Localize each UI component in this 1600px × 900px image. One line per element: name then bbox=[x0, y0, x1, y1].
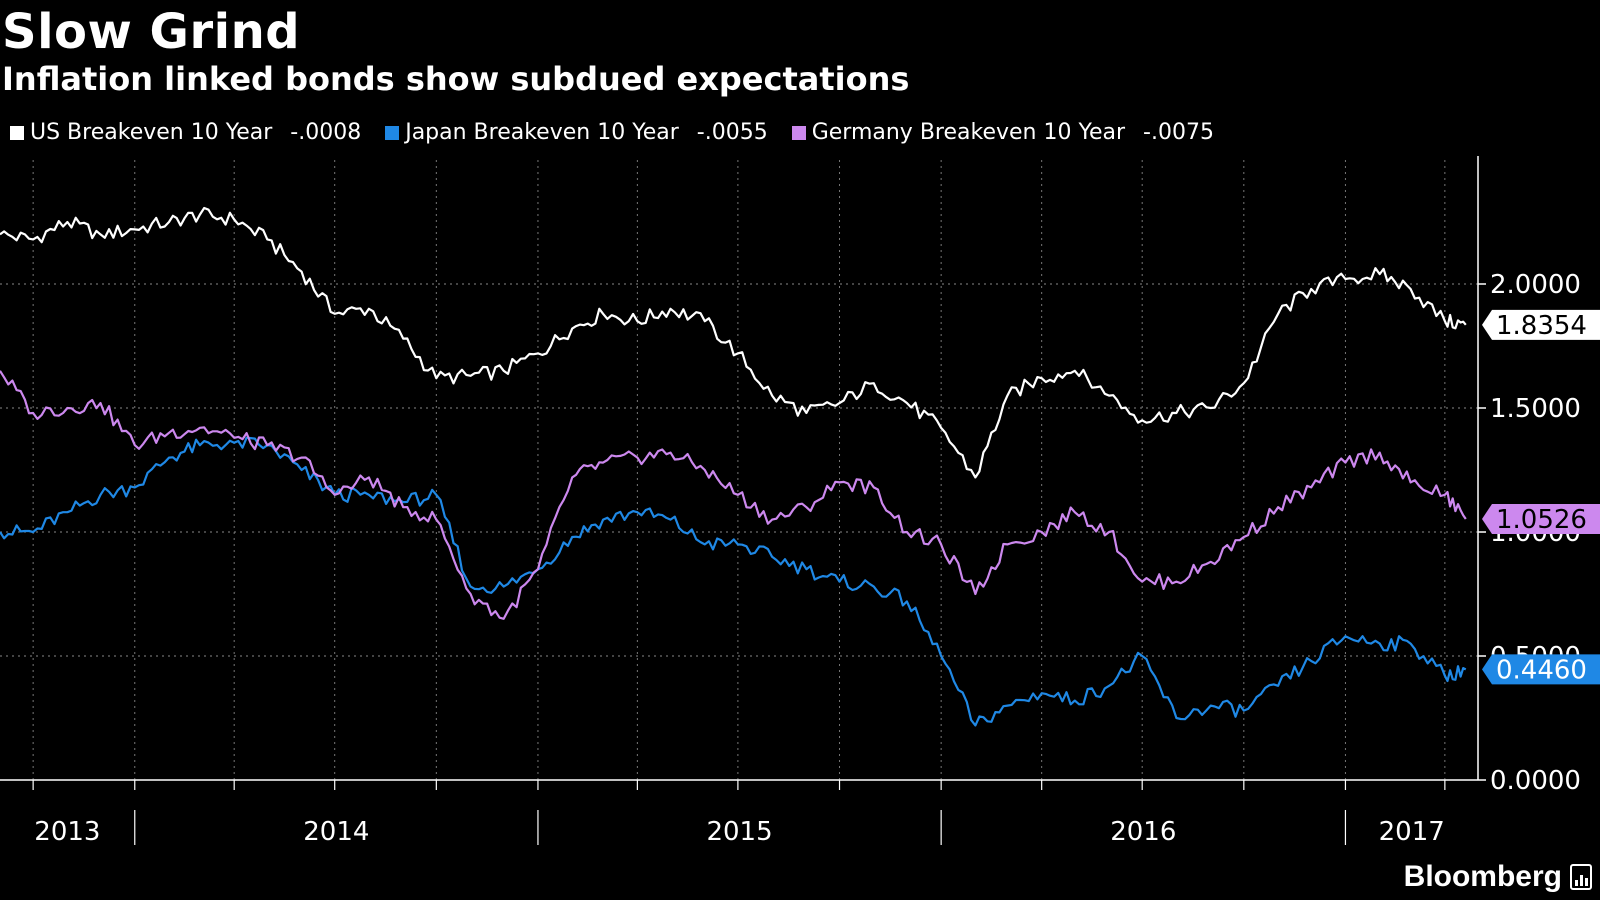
y-tick-label: 1.5000 bbox=[1490, 394, 1581, 424]
legend-swatch-us bbox=[10, 125, 24, 140]
x-tick-label: 2017 bbox=[1379, 817, 1445, 847]
legend-swatch-japan bbox=[385, 125, 400, 140]
legend-value-germany: -.0075 bbox=[1143, 120, 1214, 145]
legend-label-germany: Germany Breakeven 10 Year bbox=[811, 120, 1126, 145]
x-tick-label: 2016 bbox=[1110, 817, 1176, 847]
series-line-germany bbox=[0, 370, 1467, 620]
x-tick-label: 2015 bbox=[706, 817, 772, 847]
last-value-tag-bg bbox=[1482, 654, 1600, 685]
legend-value-us: -.0008 bbox=[290, 120, 362, 145]
last-value-tag-bg bbox=[1482, 309, 1600, 340]
brand-name: Bloomberg bbox=[1403, 860, 1562, 893]
last-value-tag: 0.4460 bbox=[1496, 655, 1587, 685]
last-value-tag: 1.8354 bbox=[1496, 311, 1587, 341]
y-tick-label: 2.0000 bbox=[1490, 270, 1581, 300]
x-tick-label: 2014 bbox=[303, 817, 369, 847]
chart-subtitle: Inflation linked bonds show subdued expe… bbox=[2, 60, 910, 98]
series-line-japan bbox=[0, 436, 1467, 727]
legend-item-us: US Breakeven 10 Year -.0008 bbox=[10, 120, 361, 145]
legend-value-japan: -.0055 bbox=[696, 120, 768, 145]
legend-label-japan: Japan Breakeven 10 Year bbox=[405, 120, 679, 145]
legend-label-us: US Breakeven 10 Year bbox=[30, 120, 273, 145]
last-value-tag: 1.0526 bbox=[1496, 505, 1587, 535]
legend-item-germany: Germany Breakeven 10 Year -.0075 bbox=[791, 120, 1214, 145]
line-chart: 0.00000.50001.00001.50002.00002013201420… bbox=[0, 156, 1600, 847]
last-value-tag-bg bbox=[1482, 503, 1600, 534]
legend-swatch-germany bbox=[791, 125, 806, 140]
legend: US Breakeven 10 Year -.0008 Japan Breake… bbox=[10, 120, 1214, 145]
series-line-us bbox=[0, 206, 1467, 479]
y-tick-label: 0.0000 bbox=[1490, 766, 1581, 796]
legend-item-japan: Japan Breakeven 10 Year -.0055 bbox=[385, 120, 768, 145]
chart-title: Slow Grind bbox=[2, 4, 301, 60]
bloomberg-terminal-icon bbox=[1570, 864, 1592, 890]
bloomberg-logo: Bloomberg bbox=[1404, 860, 1592, 894]
x-tick-label: 2013 bbox=[34, 817, 100, 847]
